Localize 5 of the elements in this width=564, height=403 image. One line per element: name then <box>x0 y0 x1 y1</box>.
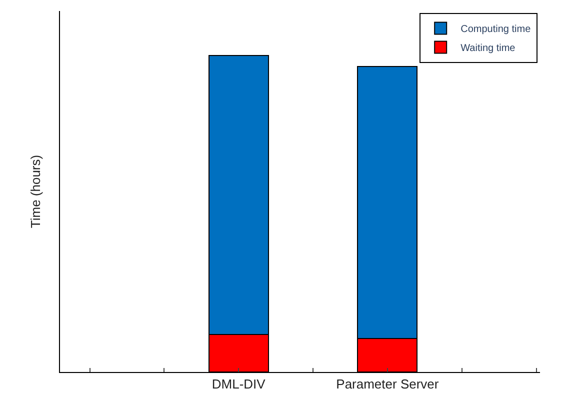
y-axis-title: Time (hours) <box>28 154 43 228</box>
legend-label: Waiting time <box>460 43 516 54</box>
x-tick-label: DML-DIV <box>212 376 266 392</box>
legend-label: Computing time <box>460 24 532 36</box>
x-tick-label: Parameter Server <box>336 376 440 392</box>
